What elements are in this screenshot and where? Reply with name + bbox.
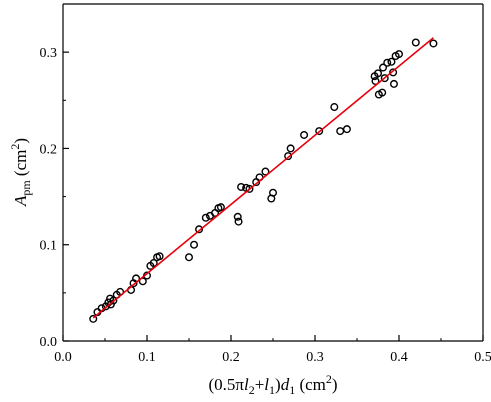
data-point	[411, 38, 420, 47]
data-point	[237, 182, 246, 191]
data-point	[395, 50, 404, 59]
x-tick-label: 0.0	[54, 350, 72, 365]
data-point	[284, 152, 293, 161]
data-point	[383, 58, 392, 67]
data-point	[201, 213, 210, 222]
data-point	[216, 203, 225, 212]
x-tick-label: 0.1	[138, 350, 156, 365]
data-point	[374, 69, 383, 78]
data-point	[371, 77, 380, 86]
data-point	[184, 253, 193, 262]
data-point	[380, 74, 389, 83]
data-point	[336, 127, 345, 136]
x-axis-ticks: 0.0 0.1 0.2 0.3 0.4 0.5	[54, 335, 491, 365]
data-point	[269, 188, 278, 197]
data-point	[149, 259, 158, 268]
x-tick-label: 0.4	[390, 350, 408, 365]
data-point	[429, 39, 438, 48]
x-tick-label: 0.2	[222, 350, 240, 365]
data-point	[300, 130, 309, 139]
data-point	[330, 103, 339, 112]
y-tick-label: 0.0	[40, 335, 58, 350]
y-tick-label: 0.1	[40, 239, 58, 254]
data-point	[245, 184, 254, 193]
data-point	[315, 127, 324, 136]
fit-line	[92, 37, 434, 319]
data-point	[389, 68, 398, 77]
data-point	[286, 144, 295, 153]
x-axis-label: (0.5πl2+l1)d1 (cm2)	[208, 372, 337, 397]
data-point	[155, 252, 164, 261]
data-points	[89, 38, 438, 323]
data-point	[379, 63, 388, 72]
data-point	[342, 125, 351, 134]
x-tick-label: 0.3	[306, 350, 324, 365]
y-tick-label: 0.2	[40, 142, 58, 157]
data-point	[261, 167, 270, 176]
data-point	[109, 296, 118, 305]
data-point	[234, 217, 243, 226]
data-point	[195, 225, 204, 234]
data-point	[389, 79, 398, 88]
y-tick-label: 0.3	[40, 46, 58, 61]
data-point	[89, 314, 98, 323]
x-tick-label: 0.5	[474, 350, 491, 365]
data-point	[387, 57, 396, 66]
data-point	[378, 88, 387, 97]
data-point	[190, 240, 199, 249]
data-point	[233, 212, 242, 221]
y-axis-label: Apm (cm2)	[8, 138, 33, 207]
y-axis-ticks: 0.0 0.1 0.2 0.3	[40, 3, 69, 350]
